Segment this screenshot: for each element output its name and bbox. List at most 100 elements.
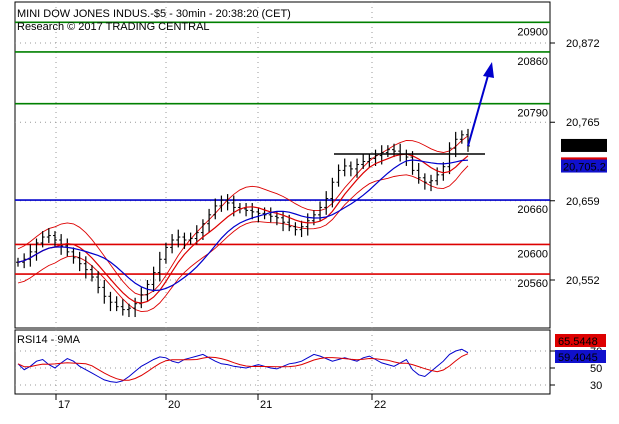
level-label: 20790 [517, 108, 548, 120]
level-label: 20900 [517, 26, 548, 38]
rsi-value-tag: 65.5448 [555, 334, 606, 348]
chart-title: MINI DOW JONES INDUS.-$5 - 30min - 20:38… [17, 8, 291, 20]
price-bar [324, 191, 329, 215]
price-bar [416, 162, 421, 184]
price-bar [336, 164, 341, 187]
rsi-lines [17, 348, 469, 383]
price-bar [385, 145, 390, 158]
level-label: 20660 [517, 204, 548, 216]
price-bar [52, 231, 57, 248]
target-arrow [467, 62, 494, 147]
price-bar [114, 296, 119, 312]
price-bar [422, 173, 427, 190]
rsi-y-tick-label: 30 [590, 380, 602, 392]
price-bar [342, 158, 347, 177]
rsi-title: RSI14 - 9MA [17, 334, 81, 346]
price-y-tick-label: 20,659 [566, 196, 600, 208]
price-bar [71, 247, 76, 264]
price-bar [441, 162, 446, 181]
price-bar [170, 234, 175, 254]
support-resistance-levels [15, 21, 550, 275]
rsi-value-tags: 65.5448 59.4045 [555, 334, 606, 364]
x-axis: 17 20 21 22 [15, 393, 550, 411]
rsi-pane-frame [14, 329, 551, 395]
price-bar [355, 158, 360, 178]
price-bar [133, 297, 138, 318]
moving-averages [17, 153, 469, 304]
price-bar [89, 265, 94, 282]
price-bar [453, 131, 458, 158]
price-bar [120, 299, 125, 316]
price-bar [102, 280, 107, 304]
price-bar [77, 251, 82, 272]
moving-average-fast-line [17, 153, 469, 304]
price-pane: 20900 20860 20790 20660 20600 20560 MINI DOW … [14, 1, 551, 329]
price-value-tag-bg [561, 159, 607, 173]
price-bar [145, 280, 150, 301]
x-tick-label: 20 [168, 399, 180, 411]
bollinger-lower-line [17, 165, 469, 313]
price-bar [34, 238, 39, 261]
price-bar [410, 151, 415, 175]
level-label: 20860 [517, 56, 548, 68]
price-value-tag: 20,705.2 [561, 159, 607, 174]
rsi-ma-line [17, 353, 469, 381]
moving-average-slow-line [17, 159, 469, 292]
price-value-tag-label: 20,733 [563, 141, 597, 153]
price-bar [157, 251, 162, 282]
arrow-head [483, 62, 494, 78]
price-bar [40, 231, 45, 248]
price-bar [274, 211, 279, 226]
price-bar [250, 202, 255, 220]
bollinger-bands [17, 135, 469, 313]
price-value-tag: 20,733 [561, 138, 607, 153]
x-tick-label: 22 [374, 399, 386, 411]
rsi-value-tag-label: 65.5448 [558, 336, 598, 348]
price-bar [219, 195, 224, 212]
price-bar [207, 208, 212, 233]
price-value-tag-label: 20,705.2 [563, 162, 606, 174]
price-bar [244, 202, 249, 217]
price-y-tick-label: 20,765 [566, 117, 600, 129]
price-bar [268, 207, 273, 223]
price-bar [83, 256, 88, 279]
arrow-shaft [467, 71, 490, 147]
price-bar [213, 198, 218, 220]
bollinger-upper-line [17, 135, 469, 296]
price-y-axis: 20,872 20,765 20,659 20,552 [550, 38, 600, 287]
price-bar [447, 142, 452, 175]
price-bar [299, 220, 304, 238]
price-pane-frame [14, 1, 551, 329]
price-bar [188, 232, 193, 245]
price-bar [459, 130, 464, 144]
x-tick-label: 17 [58, 399, 70, 411]
price-bar [225, 194, 230, 211]
rsi-value-tag: 59.4045 [555, 350, 606, 364]
price-bar [46, 228, 51, 243]
price-bar [256, 207, 261, 223]
rsi-pane: RSI14 - 9MA [14, 329, 551, 395]
price-bar [194, 225, 199, 245]
price-bar [330, 177, 335, 208]
price-value-tag-bg [561, 138, 607, 152]
rsi-y-tick-label: 50 [590, 363, 602, 375]
price-bar [429, 174, 434, 192]
price-bar [367, 154, 372, 168]
chart-subtitle: Research © 2017 TRADING CENTRAL [17, 21, 210, 33]
price-bar [176, 229, 181, 248]
price-bar [96, 271, 101, 294]
price-bar [108, 291, 113, 312]
price-bar [361, 154, 366, 169]
price-bar [348, 161, 353, 177]
price-y-tick-label: 20,552 [566, 275, 600, 287]
price-bar [28, 244, 33, 267]
rsi-value-tag-bg [555, 350, 606, 363]
price-bar [151, 266, 156, 292]
x-tick-label: 21 [260, 399, 272, 411]
price-bar [126, 303, 131, 318]
level-label: 20600 [517, 248, 548, 260]
rsi-grid [15, 330, 550, 394]
price-bar [163, 242, 168, 264]
